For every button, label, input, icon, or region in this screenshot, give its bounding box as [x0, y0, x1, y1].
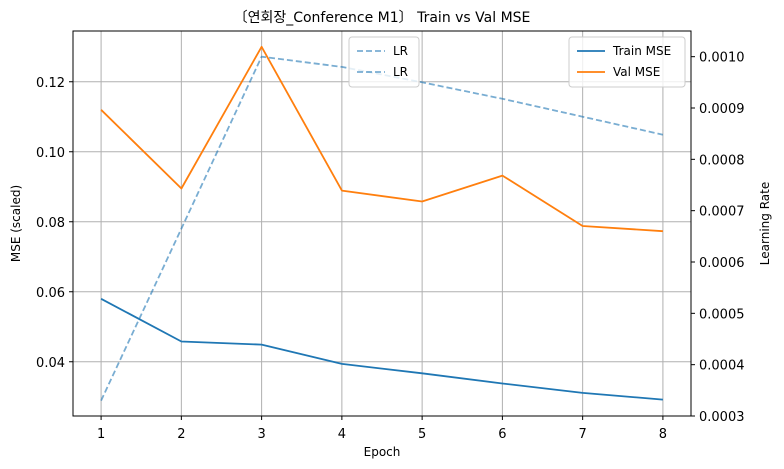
x-tick-label: 8 [659, 427, 667, 442]
y-axis-title: MSE (scaled) [9, 185, 23, 262]
x-tick-label: 3 [257, 427, 265, 442]
legend-left [348, 36, 420, 88]
y-tick-label: 0.08 [36, 216, 65, 231]
legend-right [568, 36, 686, 88]
y2-tick-label: 0.0005 [699, 307, 745, 322]
x-tick-label: 1 [97, 427, 105, 442]
legend-label: LR [393, 44, 408, 58]
legend-label: LR [393, 65, 408, 79]
series-line-lr [100, 55, 664, 401]
x-tick-label: 6 [498, 427, 506, 442]
x-tick-label: 2 [177, 427, 185, 442]
y2-tick-label: 0.0004 [699, 359, 745, 374]
y2-tick-label: 0.0010 [699, 51, 745, 66]
x-axis-title: Epoch [364, 445, 401, 459]
y-tick-label: 0.12 [36, 76, 65, 91]
series-line-train-mse [100, 298, 663, 401]
plot-frame [72, 30, 692, 417]
chart-title: 〔연회장_Conference M1〕 Train vs Val MSE [234, 10, 531, 26]
x-tick-label: 4 [338, 427, 346, 442]
y2-axis-title: Learning Rate [758, 182, 772, 265]
y-tick-label: 0.04 [36, 356, 65, 371]
series-line-val-mse [100, 45, 663, 233]
grid-layer [73, 31, 691, 416]
legend-label: Val MSE [613, 65, 660, 79]
legend-layer: LR LR Train MSE Val MSE [348, 36, 686, 88]
y2-tick-label: 0.0009 [699, 102, 745, 117]
y2-tick-label: 0.0008 [699, 153, 745, 168]
y2-tick-label: 0.0003 [699, 410, 745, 425]
series-layer [100, 45, 664, 401]
x-tick-label: 7 [579, 427, 587, 442]
x-tick-label: 5 [418, 427, 426, 442]
ticks-layer: 1 2 3 4 5 6 7 8 0.04 0.06 0.08 0.10 0.12 0.0003 0.0004… [36, 51, 744, 442]
y2-tick-label: 0.0007 [699, 205, 745, 220]
legend-label: Train MSE [612, 44, 671, 58]
y-tick-label: 0.10 [36, 146, 65, 161]
y-tick-label: 0.06 [36, 286, 65, 301]
y2-tick-label: 0.0006 [699, 256, 745, 271]
